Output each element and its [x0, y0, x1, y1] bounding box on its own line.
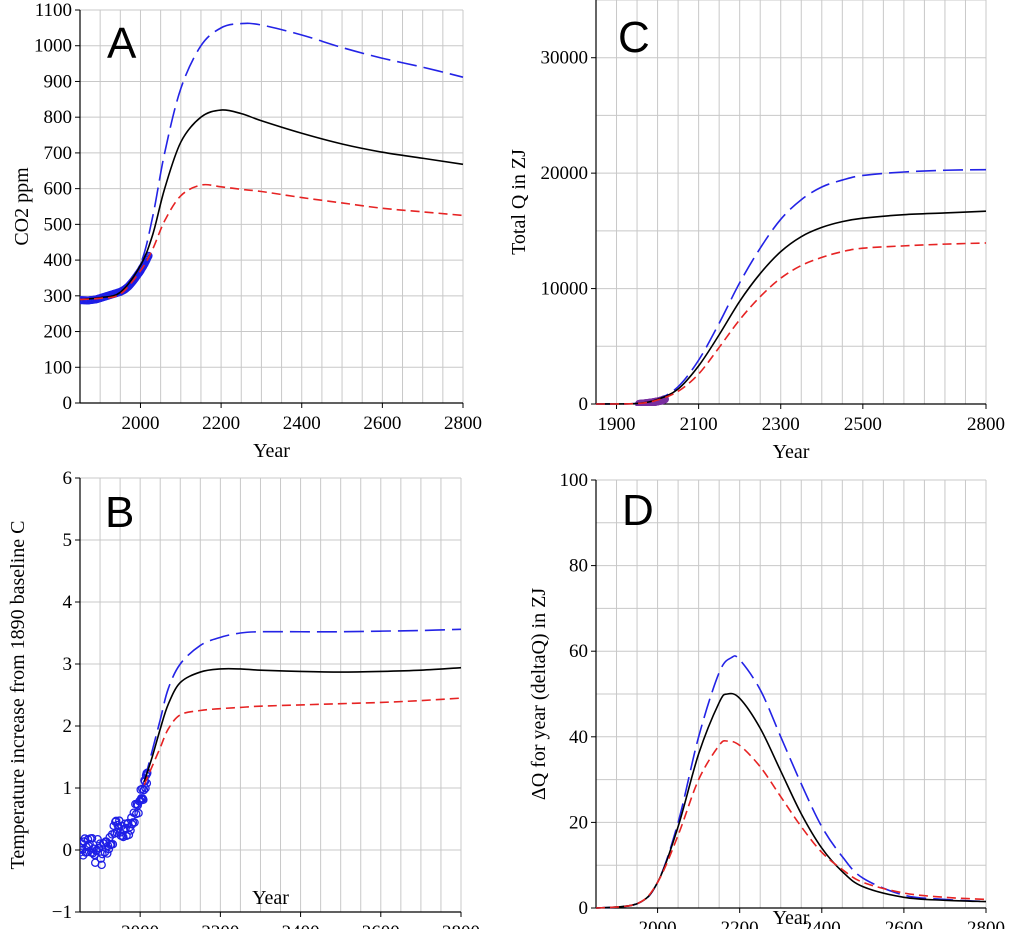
observed-point — [97, 860, 106, 870]
observed-point — [141, 783, 150, 793]
x-tick-label: 2300 — [762, 414, 800, 435]
y-tick-label: 40 — [569, 727, 588, 748]
observed-points — [80, 768, 152, 870]
x-tick-label: 2800 — [444, 413, 482, 434]
x-tick-label: 2400 — [283, 413, 321, 434]
y-tick-label: 0 — [63, 840, 73, 861]
y-tick-label: 0 — [579, 898, 589, 919]
observed-point — [98, 849, 107, 859]
y-tick-label: 0 — [63, 393, 73, 414]
y-tick-label: −1 — [52, 902, 72, 923]
y-tick-label: 400 — [44, 250, 73, 271]
y-tick-label: 100 — [44, 357, 73, 378]
series-high-line — [80, 22, 464, 301]
y-tick-label: 100 — [560, 470, 589, 491]
y-tick-label: 200 — [44, 322, 73, 343]
series-low-line — [143, 697, 462, 786]
y-tick-label: 20000 — [541, 163, 589, 184]
series-central-line — [596, 210, 987, 405]
x-tick-label: 2600 — [363, 413, 401, 434]
panel-letter: A — [107, 19, 137, 68]
panel-c: 0 10000 20000 30000 1900 2100 2300 2500 2800 Year… — [508, 0, 1005, 463]
x-tick-label: 2000 — [639, 918, 677, 929]
panel-letter: B — [105, 488, 134, 537]
y-tick-label: 900 — [44, 71, 73, 92]
panel-b: −1 0 1 2 3 4 5 6 2000 2200 2400 2600 2800 Year Tempera… — [7, 468, 480, 934]
observed-point — [93, 835, 102, 844]
panel-a: 0 100 200 300 400 500 600 700 800 900 1000 1100 2000… — [11, 0, 482, 462]
y-tick-label: 1000 — [34, 36, 72, 57]
observed-point — [139, 795, 148, 805]
y-tick-label: 2 — [63, 716, 73, 737]
observed-point — [108, 839, 118, 849]
observed-point — [139, 785, 149, 795]
y-tick-label: 1 — [63, 778, 73, 799]
x-axis-title: Year — [773, 441, 810, 463]
y-tick-label: 20 — [569, 812, 588, 833]
series-central-line — [143, 666, 462, 783]
y-tick-label: 60 — [569, 641, 588, 662]
observed-point — [82, 847, 92, 857]
x-tick-label: 2200 — [202, 413, 240, 434]
panel-letter: D — [622, 486, 654, 535]
observed-point — [134, 808, 143, 818]
observed-point — [92, 845, 102, 855]
x-tick-label: 2000 — [121, 922, 159, 929]
y-tick-label: 10000 — [541, 279, 589, 300]
x-axis-title: Year — [252, 887, 289, 909]
observed-point — [103, 849, 112, 858]
y-tick-label: 80 — [569, 556, 588, 577]
y-tick-label: 600 — [44, 179, 73, 200]
y-tick-label: 6 — [63, 468, 73, 489]
y-axis-title: Temperature increase from 1890 baseline … — [7, 520, 29, 869]
y-tick-label: 4 — [63, 592, 73, 613]
y-tick-label: 30000 — [541, 48, 589, 69]
observed-point — [87, 833, 97, 843]
x-tick-label: 2400 — [282, 922, 320, 929]
y-tick-label: 700 — [44, 143, 73, 164]
y-axis-title: Total Q in ZJ — [508, 149, 530, 255]
x-tick-label: 2500 — [844, 414, 882, 435]
x-tick-label: 2200 — [721, 918, 759, 929]
panel-letter: C — [618, 13, 650, 62]
y-tick-label: 500 — [44, 214, 73, 235]
observed-point — [80, 843, 86, 853]
y-axis-title: CO2 ppm — [11, 167, 33, 246]
series-high-line — [143, 628, 462, 783]
x-axis-title: Year — [253, 440, 290, 462]
x-tick-label: 2600 — [362, 922, 400, 929]
x-tick-label: 1900 — [598, 414, 636, 435]
observed-point — [118, 831, 127, 841]
x-tick-label: 2800 — [442, 922, 480, 929]
x-tick-label: 2800 — [967, 918, 1005, 929]
series-high-line — [596, 168, 987, 405]
y-tick-label: 300 — [44, 286, 73, 307]
observed-point — [138, 784, 147, 794]
series-low-line — [596, 242, 987, 405]
series-central-line — [596, 692, 987, 909]
observed-point — [111, 816, 121, 826]
x-tick-label: 2800 — [967, 414, 1005, 435]
x-tick-label: 2000 — [121, 413, 159, 434]
x-tick-label: 2100 — [680, 414, 718, 435]
y-tick-label: 1100 — [35, 0, 72, 21]
series-low-line — [80, 183, 464, 301]
observed-point — [96, 854, 106, 863]
x-axis-title: Year — [773, 907, 810, 929]
y-axis-title: ΔQ for year (deltaQ) in ZJ — [528, 588, 550, 800]
y-tick-label: 5 — [63, 530, 73, 551]
observed-point — [126, 826, 135, 835]
x-tick-label: 2200 — [201, 922, 239, 929]
y-tick-label: 3 — [63, 654, 73, 675]
observed-point — [130, 818, 139, 827]
y-tick-label: 0 — [579, 394, 589, 415]
series-central-line — [80, 109, 464, 301]
x-tick-label: 2600 — [885, 918, 923, 929]
series-low-line — [596, 739, 987, 909]
y-tick-label: 800 — [44, 107, 73, 128]
